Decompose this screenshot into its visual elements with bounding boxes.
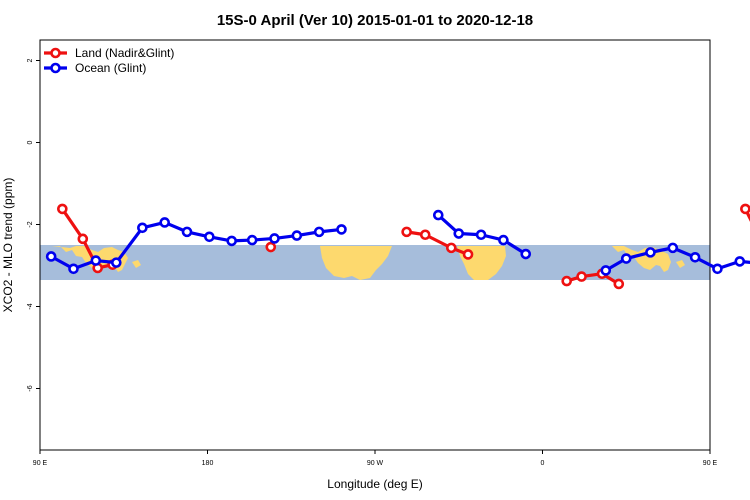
y-tick-label: -2 — [27, 221, 34, 227]
data-point — [159, 217, 170, 228]
data-point — [446, 242, 457, 254]
x-axis-label: Longitude (deg E) — [327, 477, 422, 491]
y-axis: 2 0 -2 -4 -6 — [27, 58, 40, 392]
x-tick-label: 90 W — [367, 460, 384, 467]
land-island-2 — [676, 260, 685, 268]
chart-title: 15S-0 April (Ver 10) 2015-01-01 to 2020-… — [217, 12, 533, 29]
y-axis-label: XCO2 - MLO trend (ppm) — [1, 178, 15, 313]
x-axis: 90 E 180 90 W 0 90 E — [33, 450, 718, 467]
data-point — [561, 275, 572, 287]
data-point — [712, 263, 723, 275]
legend-label: Ocean (Glint) — [75, 61, 146, 75]
legend: Land (Nadir&Glint)Ocean (Glint) — [44, 46, 174, 75]
data-point — [77, 233, 89, 245]
x-tick-label: 180 — [202, 460, 214, 467]
series-ocean — [45, 209, 750, 276]
land-new-guinea-australia — [52, 246, 128, 272]
series-line — [565, 272, 621, 286]
land-island-1 — [132, 260, 141, 268]
data-point — [600, 265, 612, 276]
data-point — [204, 231, 215, 243]
x-tick-label: 90 E — [703, 460, 718, 467]
data-point — [265, 241, 277, 253]
data-point — [45, 251, 57, 262]
y-tick-label: -4 — [27, 303, 34, 309]
x-tick-label: 90 E — [33, 460, 48, 467]
data-point — [667, 242, 679, 254]
data-point — [576, 271, 587, 282]
legend-item: Ocean (Glint) — [44, 61, 146, 75]
y-tick-label: -6 — [27, 385, 34, 391]
data-point — [689, 251, 701, 263]
data-point — [520, 248, 532, 260]
data-point — [246, 234, 258, 246]
series-line — [604, 246, 750, 273]
series-layer — [45, 203, 750, 290]
series-line — [743, 207, 750, 222]
legend-marker — [50, 47, 61, 59]
data-point — [137, 222, 148, 234]
land-south-america — [320, 246, 392, 280]
data-point — [740, 203, 750, 215]
data-point — [336, 224, 347, 235]
data-point — [462, 249, 474, 260]
data-point — [90, 255, 102, 266]
data-point — [111, 257, 122, 268]
legend-label: Land (Nadir&Glint) — [75, 46, 174, 60]
data-point — [401, 226, 412, 238]
data-point — [475, 229, 487, 241]
data-point — [613, 278, 625, 290]
data-point — [453, 228, 465, 239]
series-line — [405, 230, 470, 257]
data-point — [269, 233, 280, 244]
data-point — [291, 230, 303, 241]
legend-item: Land (Nadir&Glint) — [44, 46, 174, 60]
data-point — [645, 247, 656, 258]
x-tick-label: 0 — [541, 460, 545, 467]
data-point — [57, 203, 68, 215]
data-point — [313, 226, 325, 238]
data-point — [734, 256, 746, 267]
data-point — [620, 253, 632, 264]
data-point — [498, 234, 509, 246]
series-line — [60, 207, 115, 270]
data-point — [432, 209, 444, 221]
data-point — [226, 235, 237, 247]
data-point — [68, 263, 79, 275]
band-layer — [40, 245, 710, 280]
data-point — [181, 226, 193, 238]
y-tick-label: 2 — [27, 58, 34, 62]
y-tick-label: 0 — [27, 140, 34, 144]
data-point — [419, 229, 431, 241]
legend-marker — [50, 62, 61, 74]
